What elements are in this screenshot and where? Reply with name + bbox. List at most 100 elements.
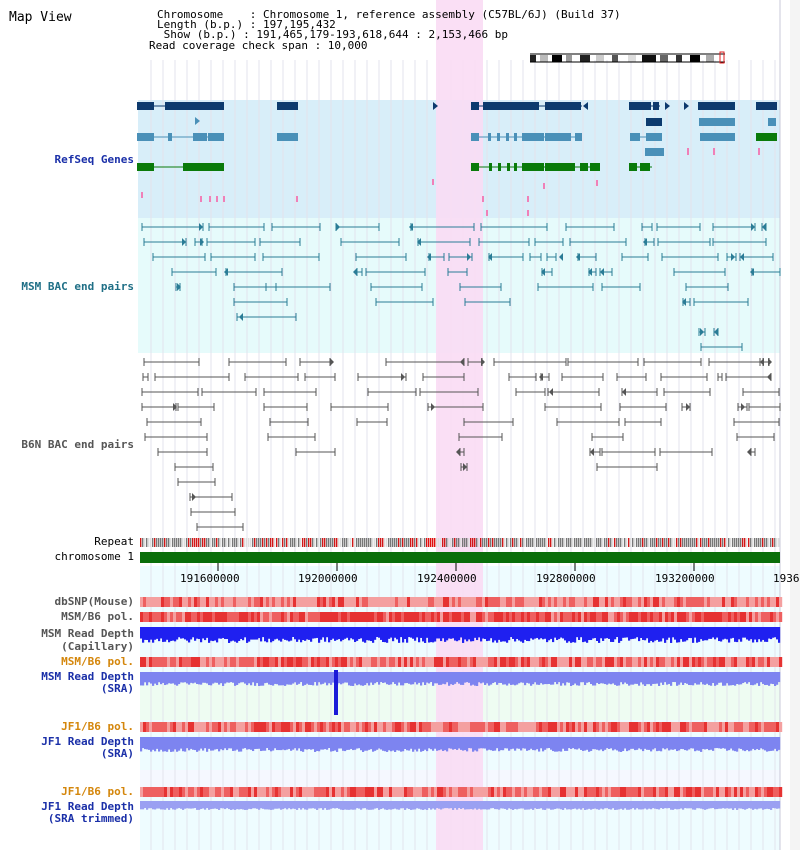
heat-cell [416,722,420,732]
depth-bar [584,801,587,810]
depth-bar [660,627,663,642]
depth-bar [332,801,335,809]
depth-bar [364,672,367,686]
depth-bar [648,737,651,750]
depth-bar [628,627,631,641]
heat-cell [767,597,771,607]
depth-bar [562,737,565,749]
depth-bar [474,801,477,809]
heat-cell [689,787,693,797]
heat-cell [503,657,507,667]
depth-bar [722,627,725,640]
depth-bar [656,627,659,640]
depth-bar [466,801,469,810]
depth-bar [594,672,597,686]
depth-bar [434,627,437,642]
depth-bar [440,801,443,810]
depth-bar [300,627,303,643]
track-label-msm-pol-1: MSM/B6 pol. [61,610,134,623]
heat-cell [521,787,525,797]
depth-bar [428,672,431,684]
depth-bar [280,672,283,686]
track-label-msm-bac[interactable]: MSM BAC end pairs [21,280,134,293]
repeat-mark [518,538,520,547]
depth-bar [262,627,265,638]
depth-bar [272,801,275,810]
heat-cell [371,597,375,607]
depth-bar [250,801,253,810]
heat-cell [599,787,603,797]
depth-bar [630,801,633,810]
heat-cell [533,612,537,622]
depth-bar [570,737,573,749]
depth-bar [376,672,379,683]
heat-cell [293,612,297,622]
depth-bar [496,737,499,749]
heat-cell [281,657,285,667]
heat-cell [584,657,588,667]
heat-cell [614,722,618,732]
heat-cell [344,612,348,622]
repeat-mark [590,538,592,547]
depth-bar [288,627,291,642]
depth-bar [254,801,257,809]
heat-cell [629,722,633,732]
heat-cell [665,722,669,732]
heat-cell [725,787,729,797]
repeat-mark [678,538,680,547]
depth-bar [748,627,751,641]
heat-cell [572,722,576,732]
heat-cell [512,722,516,732]
heat-cell [734,657,738,667]
heat-cell [776,612,780,622]
heat-cell [608,722,612,732]
depth-bar [620,627,623,641]
heat-cell [401,787,405,797]
depth-bar [586,801,589,810]
heat-cell [710,657,714,667]
depth-bar [154,627,157,640]
heat-cell [512,787,516,797]
depth-bar [618,627,621,643]
depth-bar [634,801,637,810]
depth-bar [460,801,463,809]
depth-bar [390,737,393,752]
depth-bar [556,801,559,809]
heat-cell [407,787,411,797]
depth-bar [746,627,749,640]
depth-bar [418,801,421,809]
heat-cell [482,722,486,732]
depth-bar [276,801,279,809]
heat-cell [683,787,687,797]
track-label-refseq[interactable]: RefSeq Genes [54,153,134,166]
repeat-mark [140,538,142,547]
repeat-mark [182,538,184,547]
depth-bar [144,627,147,640]
depth-bar [620,737,623,752]
bac-end-arrow [224,268,228,276]
repeat-mark [358,538,360,547]
heat-cell [326,722,330,732]
heat-cell [146,787,150,797]
heat-cell [284,612,288,622]
depth-bar [316,801,319,810]
track-label-b6n-bac[interactable]: B6N BAC end pairs [21,438,134,451]
depth-bar [598,801,601,810]
depth-bar [462,672,465,685]
repeat-mark [334,538,336,547]
repeat-mark [170,538,172,547]
heat-cell [725,612,729,622]
heat-cell [239,612,243,622]
depth-bar [174,801,177,810]
depth-bar [616,672,619,686]
depth-bar [692,737,695,749]
heat-cell [731,722,735,732]
bac-end-arrow [488,253,492,261]
depth-bar [654,672,657,684]
heat-cell [713,722,717,732]
heat-cell [683,597,687,607]
axis-tick-label: 193200000 [655,572,715,585]
depth-bar [764,737,767,751]
heat-cell [446,597,450,607]
